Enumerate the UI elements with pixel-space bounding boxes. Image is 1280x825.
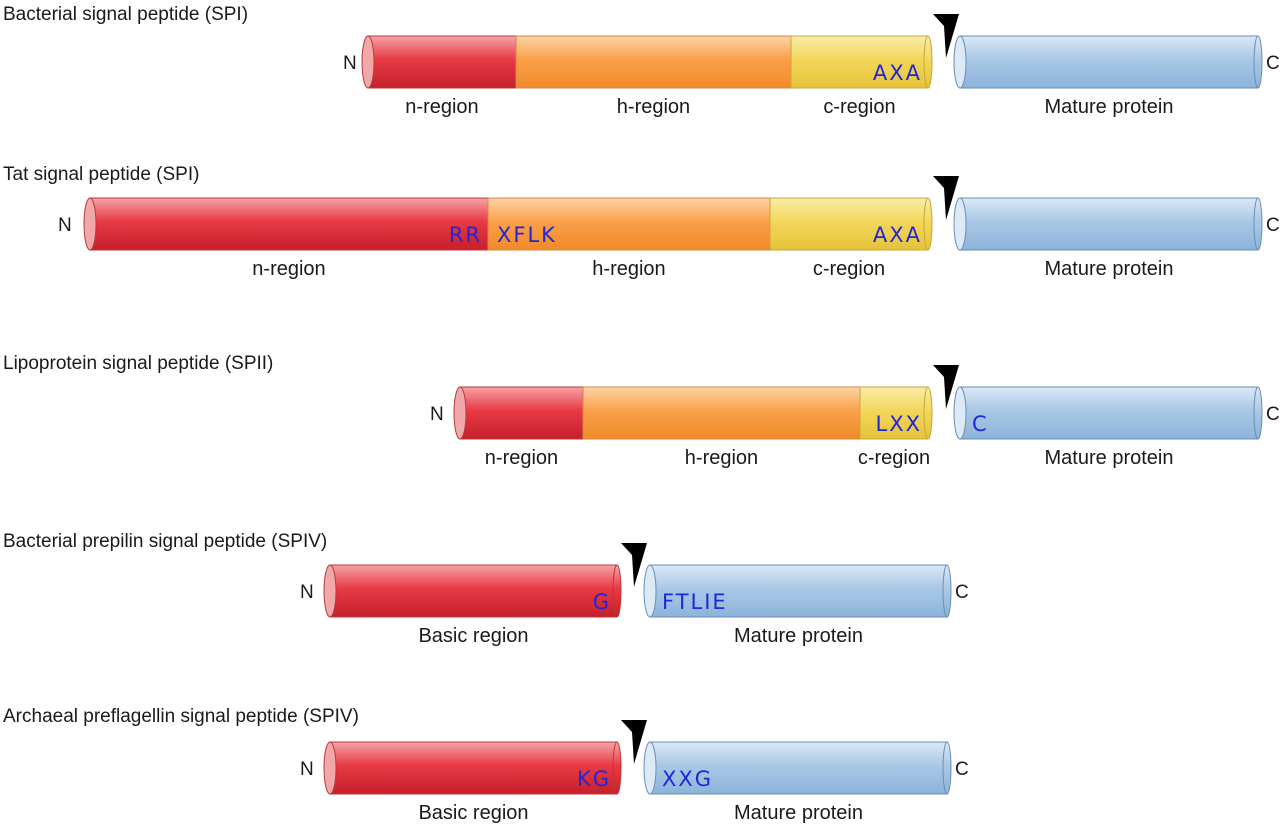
h-region-segment: [487, 197, 771, 251]
motif-label: LXX: [876, 412, 922, 436]
signal-peptide-row: Lipoprotein signal peptide (SPII) Nn-regi…: [3, 353, 1280, 469]
segment-label: h-region: [685, 447, 758, 469]
signal-peptide-bar: [83, 197, 933, 251]
segment-label: Basic region: [418, 625, 528, 647]
row-title: Bacterial signal peptide (SPI): [3, 4, 248, 25]
cylinder-cap: [643, 741, 657, 795]
motif-label: XFLK: [497, 223, 557, 247]
mature-protein-segment: [959, 197, 1259, 251]
segment-label: n-region: [405, 96, 478, 118]
cylinder-end: [1253, 386, 1263, 440]
segment-label: c-region: [823, 96, 895, 118]
mature-protein-label: Mature protein: [734, 802, 863, 824]
signal-peptide-bar: [361, 35, 933, 89]
c-terminus-label: C: [1266, 215, 1280, 236]
h-region-segment: [515, 35, 792, 89]
mature-protein-bar: [643, 741, 952, 795]
mature-protein-segment: [959, 386, 1259, 440]
segment-label: c-region: [813, 258, 885, 280]
row-title: Tat signal peptide (SPI): [3, 164, 199, 185]
cylinder-cap: [361, 35, 375, 89]
mature-protein-bar: [643, 564, 952, 618]
c-terminus-label: C: [1266, 53, 1280, 74]
n-terminus-label: N: [343, 53, 357, 74]
mature-protein-label: Mature protein: [734, 625, 863, 647]
n-region-segment: [459, 386, 584, 440]
cleavage-site-arrowhead-icon: [621, 720, 647, 764]
cylinder-cap: [953, 197, 967, 251]
motif-label: KG: [577, 767, 611, 791]
segment-label: n-region: [252, 258, 325, 280]
motif-label: XXG: [662, 767, 713, 791]
cylinder-end: [923, 386, 933, 440]
cleavage-site-arrowhead-icon: [933, 365, 959, 409]
cylinder-cap: [323, 564, 337, 618]
cleavage-site-arrowhead-icon: [933, 14, 959, 58]
n-terminus-label: N: [430, 404, 444, 425]
signal-peptide-row: Bacterial signal peptide (SPI) Nn-region h…: [3, 4, 1280, 118]
row-title: Bacterial prepilin signal peptide (SPIV): [3, 531, 327, 552]
cylinder-end: [1253, 197, 1263, 251]
c-terminus-label: C: [1266, 404, 1280, 425]
signal-peptide-bar: [453, 386, 933, 440]
mature-protein-bar: [953, 197, 1263, 251]
cylinder-cap: [83, 197, 97, 251]
mature-protein-label: Mature protein: [1045, 258, 1174, 280]
segment-label: h-region: [592, 258, 665, 280]
segment-label: h-region: [617, 96, 690, 118]
segment-label: c-region: [858, 447, 930, 469]
cylinder-end: [923, 197, 933, 251]
motif-label: FTLIE: [662, 590, 728, 614]
cylinder-end: [942, 564, 952, 618]
n-terminus-label: N: [58, 215, 72, 236]
c-terminus-label: C: [955, 582, 969, 603]
cylinder-cap: [323, 741, 337, 795]
motif-label: G: [593, 590, 611, 614]
signal-peptide-bar: [323, 564, 622, 618]
c-region-segment: [769, 197, 929, 251]
c-terminus-label: C: [955, 759, 969, 780]
n-region-segment: [367, 35, 517, 89]
motif-label: RR: [449, 223, 482, 247]
signal-peptide-row: Bacterial prepilin signal peptide (SPIV)…: [3, 531, 969, 647]
mature-protein-segment: [649, 564, 948, 618]
signal-peptide-bar: [323, 741, 622, 795]
n-region-segment: [329, 564, 618, 618]
mature-protein-segment: [649, 741, 948, 795]
cylinder-cap: [953, 386, 967, 440]
segment-label: Basic region: [418, 802, 528, 824]
cylinder-end: [942, 741, 952, 795]
n-region-segment: [89, 197, 489, 251]
mature-protein-bar: [953, 386, 1263, 440]
cleavage-site-arrowhead-icon: [933, 176, 959, 220]
n-terminus-label: N: [300, 582, 314, 603]
mature-protein-label: Mature protein: [1045, 96, 1174, 118]
motif-label: AXA: [873, 223, 922, 247]
cylinder-end: [612, 564, 622, 618]
h-region-segment: [582, 386, 861, 440]
mature-protein-label: Mature protein: [1045, 447, 1174, 469]
cylinder-cap: [453, 386, 467, 440]
signal-peptide-row: Tat signal peptide (SPI) Nn-region RR h-reg…: [3, 164, 1280, 280]
n-terminus-label: N: [300, 759, 314, 780]
n-region-segment: [329, 741, 618, 795]
row-title: Lipoprotein signal peptide (SPII): [3, 353, 273, 374]
c-region-segment: [859, 386, 929, 440]
cylinder-end: [1253, 35, 1263, 89]
mature-protein-bar: [953, 35, 1263, 89]
motif-label: AXA: [873, 61, 922, 85]
cylinder-cap: [643, 564, 657, 618]
segment-label: n-region: [485, 447, 558, 469]
mature-protein-segment: [959, 35, 1259, 89]
cleavage-site-arrowhead-icon: [621, 543, 647, 587]
cylinder-cap: [953, 35, 967, 89]
cylinder-end: [923, 35, 933, 89]
cylinder-end: [612, 741, 622, 795]
c-region-segment: [790, 35, 929, 89]
row-title: Archaeal preflagellin signal peptide (SP…: [3, 706, 359, 727]
signal-peptide-row: Archaeal preflagellin signal peptide (SP…: [3, 706, 969, 824]
motif-label: C: [972, 412, 989, 436]
